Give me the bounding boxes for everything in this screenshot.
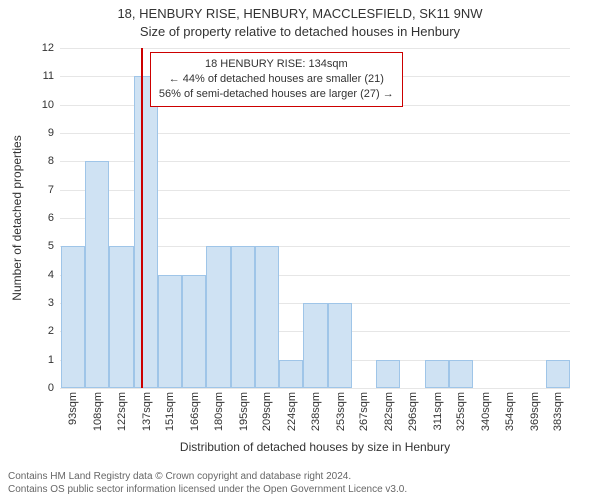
gridline [60, 48, 570, 49]
histogram-bar [61, 246, 85, 388]
x-axis-label: Distribution of detached houses by size … [60, 440, 570, 454]
histogram-bar [546, 360, 570, 388]
histogram-bar [328, 303, 352, 388]
y-tick-label: 3 [14, 297, 54, 309]
histogram-bar [231, 246, 255, 388]
x-tick-label: 282sqm [383, 392, 395, 431]
footer-line1: Contains HM Land Registry data © Crown c… [8, 471, 592, 484]
gridline [60, 388, 570, 389]
x-tick-label: 325sqm [455, 392, 467, 431]
y-tick-label: 6 [14, 212, 54, 224]
x-tick-label: 383sqm [552, 392, 564, 431]
annotation-line: 18 HENBURY RISE: 134sqm [159, 57, 394, 72]
y-tick-label: 11 [14, 70, 54, 82]
reference-marker-line [141, 48, 143, 388]
page-title-line1: 18, HENBURY RISE, HENBURY, MACCLESFIELD,… [0, 6, 600, 21]
y-tick-label: 1 [14, 354, 54, 366]
x-tick-label: 122sqm [116, 392, 128, 431]
histogram-bar [85, 161, 109, 388]
y-tick-label: 12 [14, 42, 54, 54]
x-tick-label: 108sqm [92, 392, 104, 431]
x-tick-label: 180sqm [213, 392, 225, 431]
histogram-bar [255, 246, 279, 388]
x-tick-label: 354sqm [504, 392, 516, 431]
y-tick-label: 7 [14, 184, 54, 196]
annotation-box: 18 HENBURY RISE: 134sqm← 44% of detached… [150, 52, 403, 107]
histogram-bar [182, 275, 206, 388]
annotation-line: 56% of semi-detached houses are larger (… [159, 87, 394, 102]
x-tick-label: 93sqm [67, 392, 79, 425]
y-tick-label: 0 [14, 382, 54, 394]
x-tick-label: 296sqm [407, 392, 419, 431]
histogram-bar [376, 360, 400, 388]
histogram-bar [425, 360, 449, 388]
histogram-bar [109, 246, 133, 388]
y-tick-label: 2 [14, 325, 54, 337]
x-tick-label: 311sqm [432, 392, 444, 430]
x-tick-label: 195sqm [238, 392, 250, 431]
x-tick-label: 340sqm [480, 392, 492, 431]
histogram-bar [279, 360, 303, 388]
y-tick-label: 4 [14, 269, 54, 281]
histogram-bar [303, 303, 327, 388]
chart-plot-area: 012345678910111293sqm108sqm122sqm137sqm1… [60, 48, 570, 388]
x-tick-label: 151sqm [164, 392, 176, 431]
x-tick-label: 166sqm [189, 392, 201, 431]
footer-line2: Contains OS public sector information li… [8, 484, 592, 497]
y-tick-label: 5 [14, 240, 54, 252]
x-tick-label: 137sqm [141, 392, 153, 431]
y-tick-label: 9 [14, 127, 54, 139]
histogram-bar [449, 360, 473, 388]
histogram-bar [158, 275, 182, 388]
x-tick-label: 238sqm [310, 392, 322, 431]
histogram-bar [206, 246, 230, 388]
x-tick-label: 267sqm [358, 392, 370, 431]
x-tick-label: 369sqm [529, 392, 541, 431]
y-tick-label: 8 [14, 155, 54, 167]
footer-attribution: Contains HM Land Registry data © Crown c… [8, 471, 592, 496]
x-tick-label: 253sqm [335, 392, 347, 431]
x-tick-label: 224sqm [286, 392, 298, 431]
y-tick-label: 10 [14, 99, 54, 111]
histogram-bar [134, 76, 158, 388]
page-title-line2: Size of property relative to detached ho… [0, 24, 600, 39]
x-tick-label: 209sqm [261, 392, 273, 431]
annotation-line: ← 44% of detached houses are smaller (21… [159, 72, 394, 87]
